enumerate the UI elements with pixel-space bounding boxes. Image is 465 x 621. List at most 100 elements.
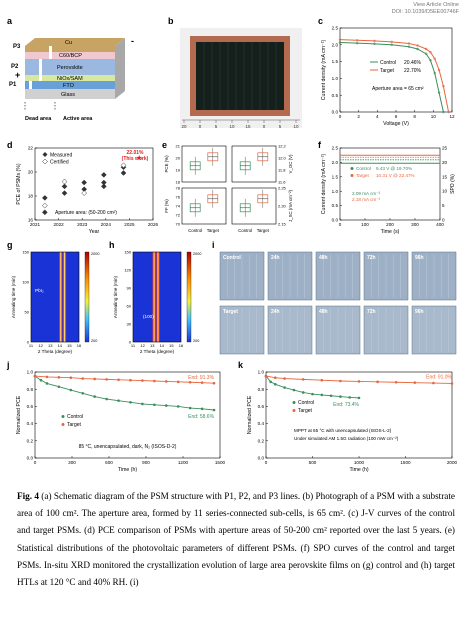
jv-point-control bbox=[442, 110, 445, 114]
jv-point-control bbox=[433, 71, 437, 75]
stability-point-target bbox=[357, 380, 361, 383]
x-tick-label: 13 bbox=[150, 343, 155, 348]
time-label: 24h bbox=[271, 309, 280, 315]
heatmap-background bbox=[31, 252, 79, 342]
y-tick-label: 2.15 bbox=[278, 222, 287, 227]
jv-point-target bbox=[407, 42, 411, 45]
ruler-tick-label: 0 bbox=[199, 124, 202, 129]
y-tick-label: 0.6 bbox=[258, 404, 265, 409]
stability-point-target bbox=[45, 375, 49, 379]
stability-point-control bbox=[274, 382, 277, 386]
y-tick-label: 74 bbox=[176, 204, 181, 209]
stability-point-target bbox=[264, 374, 268, 378]
y2-tick-label: 15 bbox=[442, 174, 448, 179]
x-tick-label: 10 bbox=[431, 114, 437, 119]
legend-series-name: Target bbox=[380, 68, 395, 74]
stability-point-target bbox=[274, 376, 277, 380]
panel-j: j 0 300 600 900 1200 1500 0.0 0.2 0.4 0.6 0.8 1.0 Ti… bbox=[5, 360, 230, 482]
legend-series-name: Target bbox=[298, 408, 313, 414]
box-plots: 18 19 20 21 PCE (%) 11.6 11.8 12.0 12.2V_OC (V) 7… bbox=[164, 144, 293, 234]
minus-sign: - bbox=[131, 36, 134, 46]
jv-point-target bbox=[338, 38, 342, 41]
legend-series-name: Control bbox=[67, 414, 83, 420]
stability-point-control bbox=[93, 395, 96, 398]
legend-series-name: Control bbox=[380, 60, 396, 66]
legend-swatch bbox=[61, 415, 65, 418]
stability-point-control bbox=[212, 408, 216, 412]
legend-series-spo: 10.31 V @ 22.47% bbox=[376, 173, 415, 178]
x-tick-label: 0 bbox=[265, 460, 268, 465]
y-tick-label: 22 bbox=[28, 146, 34, 151]
panel-e: e 18 19 20 21 PCE (%) 11.6 11.8 12.0 12.2 V_OC (V… bbox=[160, 140, 310, 240]
y-tick-label: 150 bbox=[124, 250, 131, 255]
plot-frame bbox=[339, 147, 441, 221]
x-tick-label: 0 bbox=[34, 460, 37, 465]
jv-point-control bbox=[407, 45, 411, 48]
c60-bcp-layer bbox=[25, 52, 115, 59]
measured-point bbox=[41, 209, 48, 216]
time-label: 24h bbox=[271, 255, 280, 261]
y2-tick-label: 10 bbox=[442, 189, 448, 194]
jv-curve-target bbox=[339, 39, 450, 113]
time-label: 96h bbox=[415, 255, 424, 261]
stability-curve-target bbox=[265, 375, 453, 384]
view-article-online-link[interactable]: View Article Online bbox=[413, 2, 459, 8]
y-tick-label: 18 bbox=[28, 194, 34, 199]
x-tick-label: 2000 bbox=[447, 460, 458, 465]
this-work-star: ★ bbox=[136, 154, 142, 162]
certified-point bbox=[120, 162, 127, 169]
doi-text: DOI: 10.1039/D5EE00746F bbox=[391, 9, 459, 15]
x-tick-label: 300 bbox=[411, 222, 419, 227]
cu-layer-top bbox=[25, 38, 125, 46]
stability-curve-control bbox=[34, 375, 215, 411]
fto-layer bbox=[25, 81, 115, 89]
stability-point-target bbox=[188, 380, 192, 384]
y-tick-label: 100 bbox=[22, 280, 29, 285]
dead-area-label: Dead area bbox=[25, 116, 52, 122]
x-tick-label: 4 bbox=[376, 114, 379, 119]
y-axis-label: Normalized PCE bbox=[247, 395, 253, 434]
x-tick-label: 16 bbox=[77, 343, 82, 348]
stability-point-control bbox=[57, 385, 61, 389]
legend-swatch bbox=[350, 167, 354, 170]
colorbar bbox=[84, 251, 90, 343]
slab-side bbox=[115, 38, 125, 99]
y-tick-label: 50 bbox=[25, 310, 30, 315]
stability-point-control bbox=[39, 378, 43, 382]
legend-swatch bbox=[292, 409, 296, 412]
measured-point bbox=[100, 183, 107, 190]
subplot-ylabel: PCE (%) bbox=[164, 155, 169, 173]
x-tick-label: 2022 bbox=[53, 222, 64, 227]
cu-layer bbox=[25, 46, 115, 52]
ruler-tick-label: 10 bbox=[229, 124, 235, 129]
stability-point-control bbox=[45, 382, 49, 385]
x-tick-label: 0 bbox=[339, 114, 342, 119]
jv-point-target bbox=[390, 40, 393, 44]
legend-series-name: Target bbox=[67, 422, 82, 428]
stability-point-target bbox=[376, 380, 379, 384]
certified-point bbox=[61, 178, 68, 185]
x-tick-label: 500 bbox=[309, 460, 317, 465]
legend-series-pce: 20.46% bbox=[404, 60, 422, 66]
row-label: Target bbox=[223, 309, 238, 315]
panel-h: h 11 12 13 14 15 16 0 30 60 90 120 150 2 Theta (degr… bbox=[107, 240, 207, 360]
panel-g: g 11 12 13 14 15 16 0 50 100 150 2 Theta (degree) A… bbox=[5, 240, 105, 360]
end-label-target: End: 91.3% bbox=[188, 375, 214, 381]
stability-point-control bbox=[348, 396, 351, 399]
y-tick-label: 0.8 bbox=[27, 387, 34, 392]
legend-swatch bbox=[61, 423, 65, 426]
jv-point-control bbox=[424, 52, 428, 56]
y-tick-label: 0 bbox=[129, 340, 132, 345]
x-tick-label: 12 bbox=[140, 343, 145, 348]
panel-label-a: a bbox=[7, 16, 13, 26]
y-axis-label: Current density (mA cm⁻²) bbox=[321, 40, 327, 101]
panel-label-b: b bbox=[168, 16, 174, 26]
x-tick-label: 11 bbox=[29, 343, 34, 348]
y-axis-label: Normalized PCE bbox=[16, 395, 22, 434]
y2-tick-label: 20 bbox=[442, 160, 448, 165]
x-tick-label: 300 bbox=[68, 460, 76, 465]
layer-label-perovskite: Perovskite bbox=[57, 65, 83, 71]
panel-k: k 0 500 1000 1500 2000 0.0 0.2 0.4 0.6 0.8 1.0 Time… bbox=[236, 360, 462, 482]
panel-c: c 0 2 4 6 8 10 12 0.0 0.5 1.0 1.5 2.0 2.5 Voltage (V)… bbox=[312, 16, 462, 141]
y-tick-label: 30 bbox=[127, 322, 132, 327]
